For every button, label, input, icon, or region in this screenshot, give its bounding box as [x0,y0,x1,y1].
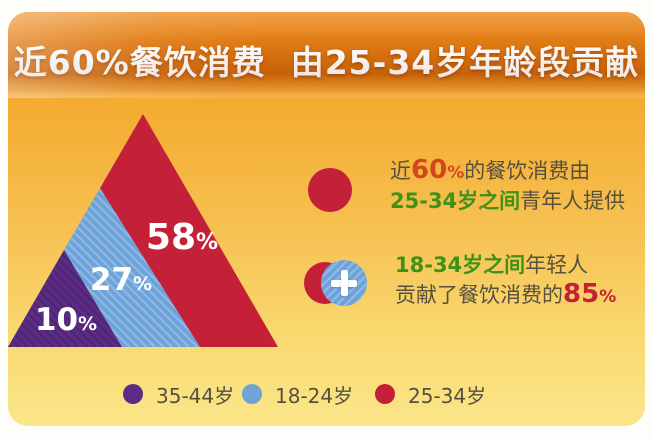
legend-label: 35-44岁 [156,383,235,408]
callout1-suffix: 青年人提供 [520,189,626,213]
purple-dot-icon [123,384,143,404]
callout-85-percent: 18-34岁之间年轻人贡献了餐饮消费的85% [395,250,645,310]
page-title: 近60%餐饮消费 由25-34岁年龄段贡献 [13,43,640,82]
title-banner: 近60%餐饮消费 由25-34岁年龄段贡献 [8,12,645,98]
callout2-stat: 85 [563,279,600,309]
callout1-text: 的餐饮消费由 [464,159,591,183]
plus-icon [331,270,357,296]
callout1-stat: 60 [411,155,448,185]
callout1-stat-unit: % [447,163,465,183]
legend-item-35-44: 35-44岁 [123,383,234,408]
red-circle-icon [308,168,352,212]
callout2-text: 年轻人 [525,253,589,277]
segment-value-25-34: 58% [146,217,218,258]
legend-label: 25-34岁 [408,383,487,408]
legend-item-18-24: 18-24岁 [242,383,353,408]
blue-plus-circle-icon [321,260,367,306]
callout2-highlight: 18-34岁之间 [395,253,526,277]
callout2-stat-unit: % [599,287,617,307]
callout1-highlight: 25-34岁之间 [390,189,521,213]
pyramid-chart: 58% 27% 10% [8,114,278,347]
callout1-prefix: 近 [390,159,411,183]
infographic-card: 近60%餐饮消费 由25-34岁年龄段贡献 58% 27% 10% [8,12,645,426]
callout2-line2: 贡献了餐饮消费的 [395,283,563,307]
segment-value-18-24: 27% [90,262,152,298]
callout-60-percent: 近60%的餐饮消费由 25-34岁之间青年人提供 [390,156,645,216]
red-dot-icon [375,384,395,404]
legend-label: 18-24岁 [275,383,354,408]
blue-dot-icon [242,384,262,404]
segment-value-35-44: 10% [35,302,97,338]
legend-item-25-34: 25-34岁 [375,383,486,408]
pyramid-segment-35-44 [8,250,122,347]
